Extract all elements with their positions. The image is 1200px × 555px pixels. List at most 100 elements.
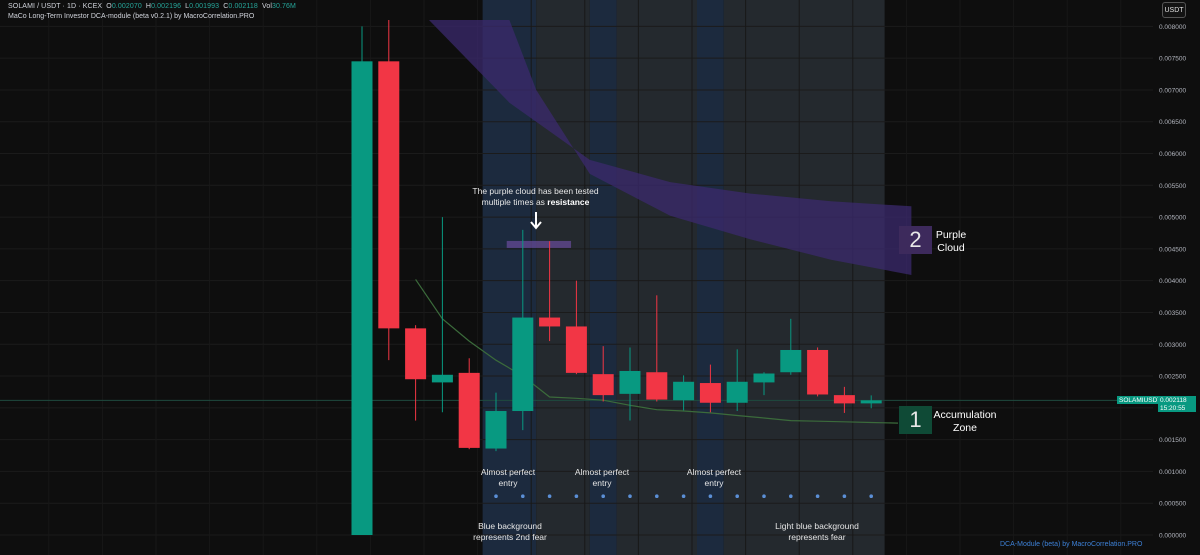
low-value: 0.001993	[189, 3, 220, 10]
candle-body	[673, 381, 695, 401]
purple-cloud-label: Purple Cloud	[930, 229, 972, 255]
entry-dot	[494, 494, 498, 499]
accumulation-zone-line2: Zone	[953, 422, 977, 434]
price-tick-label: 0.000000	[1159, 533, 1186, 540]
grid-lines	[0, 0, 1153, 555]
price-tick-label: 0.005500	[1159, 183, 1186, 190]
price-tick-label: 0.005000	[1159, 215, 1186, 222]
price-tick-label: 0.003500	[1159, 310, 1186, 317]
entry-dot	[815, 494, 820, 499]
high-value: 0.002196	[151, 3, 182, 10]
last-price-tag: 0.002118	[1158, 396, 1196, 404]
footer-credit[interactable]: DCA-Module (beta) by MacroCorrelation.PR…	[1000, 541, 1143, 548]
open-value: 0.002070	[111, 3, 142, 10]
accumulation-zone-line1: Accumulation	[933, 409, 997, 421]
light-blue-bg-line2: represents fear	[788, 532, 846, 542]
entry-dot	[681, 494, 686, 499]
resistance-note-line1: The purple cloud has been tested	[472, 186, 599, 196]
price-tick-label: 0.006500	[1159, 119, 1186, 126]
price-tick-label: 0.004000	[1159, 278, 1186, 285]
entry-annotation-3: Almost perfect entry	[674, 467, 754, 489]
low-label: L	[185, 3, 190, 10]
resistance-note-bold: resistance	[547, 197, 590, 207]
purple-cloud-line1: Purple	[935, 229, 967, 241]
entry-2-line1: Almost perfect	[574, 467, 630, 477]
price-tick-label: 0.001500	[1159, 437, 1186, 444]
candle-body	[753, 373, 775, 383]
entry-dot	[628, 494, 632, 499]
candle-body	[619, 370, 641, 394]
countdown-value: 15:20:55	[1160, 404, 1186, 412]
volume-value: 30.76M	[272, 3, 296, 10]
candle-body	[512, 317, 534, 412]
price-axis-background	[1153, 0, 1200, 555]
price-tick-label: 0.007500	[1159, 56, 1186, 63]
entry-dot	[655, 494, 659, 499]
accumulation-zone-label: Accumulation Zone	[933, 409, 997, 435]
moving-average-line	[415, 279, 899, 424]
entry-dots	[494, 494, 873, 499]
candle-body	[405, 328, 427, 380]
candle-body	[592, 374, 614, 396]
fear-zone-1	[536, 0, 590, 555]
price-tick-label: 0.006000	[1159, 151, 1186, 158]
entry-dot	[547, 494, 552, 499]
purple-cloud-area	[429, 20, 912, 275]
price-tag-symbol: SOLAMIUSDT	[1119, 396, 1162, 404]
fear-background-zones	[482, 0, 885, 555]
close-value: 0.002118	[228, 3, 258, 10]
light-blue-background-legend: Light blue background represents fear	[762, 521, 872, 543]
entry-dot	[521, 494, 525, 499]
candle-body	[458, 372, 480, 448]
down-arrow-icon	[530, 212, 542, 230]
candle-body	[485, 411, 507, 449]
blue-background-legend: Blue background represents 2nd fear	[455, 521, 565, 543]
purple-cloud-line2: Cloud	[937, 242, 965, 254]
indicator-label[interactable]: MaCo Long-Term Investor DCA-module (beta…	[8, 13, 255, 20]
purple-cloud	[429, 20, 912, 275]
candle-body	[780, 349, 802, 373]
open-label: O	[106, 3, 112, 10]
price-tick-label: 0.008000	[1159, 24, 1186, 31]
price-tick-label: 0.000500	[1159, 501, 1186, 508]
vol-label: Vol	[261, 3, 273, 10]
candle-body	[646, 372, 668, 400]
candle-body	[833, 395, 855, 404]
candle-body	[699, 383, 721, 403]
symbol-price-tag: SOLAMIUSDT	[1117, 396, 1162, 404]
entry-1-line1: Almost perfect	[480, 467, 536, 477]
price-tick-label: 0.003000	[1159, 342, 1186, 349]
resistance-annotation: The purple cloud has been tested multipl…	[458, 186, 613, 208]
entry-dot	[574, 494, 579, 499]
candle-body	[565, 326, 587, 373]
zone-1-number-badge: 1	[899, 406, 932, 434]
countdown-tag: 15:20:55	[1158, 404, 1196, 412]
candle-body	[860, 400, 882, 404]
entry-annotation-1: Almost perfect entry	[468, 467, 548, 489]
light-blue-bg-line1: Light blue background	[775, 521, 859, 531]
entry-3-line2: entry	[704, 478, 724, 488]
close-label: C	[223, 3, 229, 10]
candle-body	[807, 349, 829, 395]
resistance-marker	[506, 240, 572, 248]
price-tick-label: 0.002500	[1159, 374, 1186, 381]
entry-dot	[762, 494, 766, 499]
price-tick-label: 0.001000	[1159, 469, 1186, 476]
entry-dot	[708, 494, 713, 499]
currency-button[interactable]: USDT	[1162, 2, 1186, 18]
high-label: H	[145, 3, 152, 10]
entry-1-line2: entry	[498, 478, 518, 488]
price-tick-label: 0.004500	[1159, 246, 1186, 253]
fear-zone-3	[616, 0, 697, 555]
candle-body	[378, 61, 400, 329]
price-axis: 0.008000 0.007500 0.007000 0.006500 0.006000…	[1153, 0, 1200, 555]
resistance-note-line2: multiple times as resistance	[458, 197, 613, 208]
candle-body	[351, 61, 373, 536]
candle-body	[431, 374, 453, 383]
fear-zone-5	[723, 0, 885, 555]
entry-annotation-2: Almost perfect entry	[562, 467, 642, 489]
symbol-header: SOLAMI / USDT · 1D · KCEX O0.002070 H0.0…	[8, 3, 296, 10]
fear-zone-4	[697, 0, 724, 555]
blue-bg-line2: represents 2nd fear	[473, 532, 547, 542]
